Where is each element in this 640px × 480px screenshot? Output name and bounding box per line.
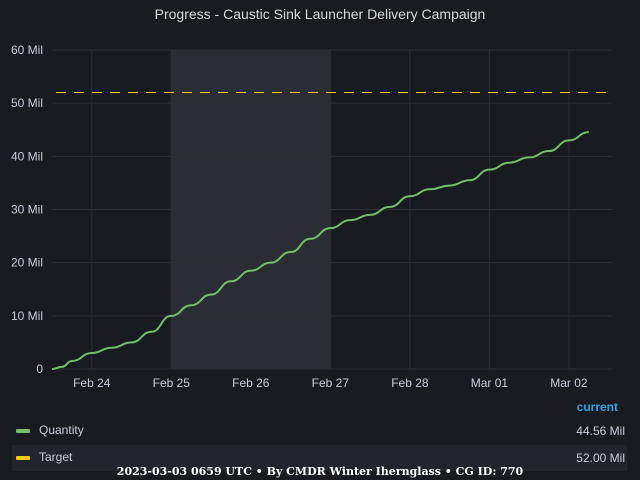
x-tick-label: Feb 28 (391, 376, 429, 390)
y-tick-label: 20 Mil (11, 256, 43, 270)
y-tick-label: 0 (36, 362, 43, 376)
progress-chart: 0 10 Mil 20 Mil 30 Mil 40 Mil 50 Mil 60 Mil Fe… (11, 43, 612, 390)
y-tick-label: 40 Mil (11, 149, 43, 163)
x-tick-label: Feb 25 (153, 376, 191, 390)
legend-swatch-quantity (16, 429, 30, 433)
y-tick-label: 50 Mil (11, 96, 43, 110)
series-layer[interactable] (51, 131, 590, 370)
x-tick-label: Feb 26 (232, 376, 270, 390)
legend-label: Target (39, 450, 73, 464)
legend-header-current[interactable]: current (576, 400, 618, 414)
y-tick-label: 60 Mil (11, 43, 43, 57)
grid-layer (52, 49, 612, 370)
y-tick-label: 30 Mil (11, 203, 43, 217)
x-tick-label: Feb 27 (312, 376, 350, 390)
legend-value: 52.00 Mil (576, 451, 625, 465)
series-line-quantity[interactable] (51, 131, 589, 370)
legend-value: 44.56 Mil (576, 424, 625, 438)
x-axis-ticks: Feb 24 Feb 25 Feb 26 Feb 27 Feb 28 Mar 01 Mar … (73, 376, 588, 390)
legend-label: Quantity (39, 423, 84, 437)
legend-swatch-target (16, 456, 30, 460)
x-tick-label: Feb 24 (73, 376, 111, 390)
y-tick-label: 10 Mil (11, 309, 43, 323)
x-tick-label: Mar 01 (471, 376, 509, 390)
legend-item-quantity[interactable]: Quantity 44.56 Mil (12, 418, 627, 444)
footer-caption: 2023-03-03 0659 UTC • By CMDR Winter Ihe… (116, 465, 524, 478)
x-tick-label: Mar 02 (550, 376, 588, 390)
panel-title[interactable]: Progress - Caustic Sink Launcher Deliver… (154, 6, 486, 22)
legend-item-target[interactable]: Target 52.00 Mil (12, 445, 627, 471)
y-axis-ticks: 0 10 Mil 20 Mil 30 Mil 40 Mil 50 Mil 60 Mil (11, 43, 43, 376)
